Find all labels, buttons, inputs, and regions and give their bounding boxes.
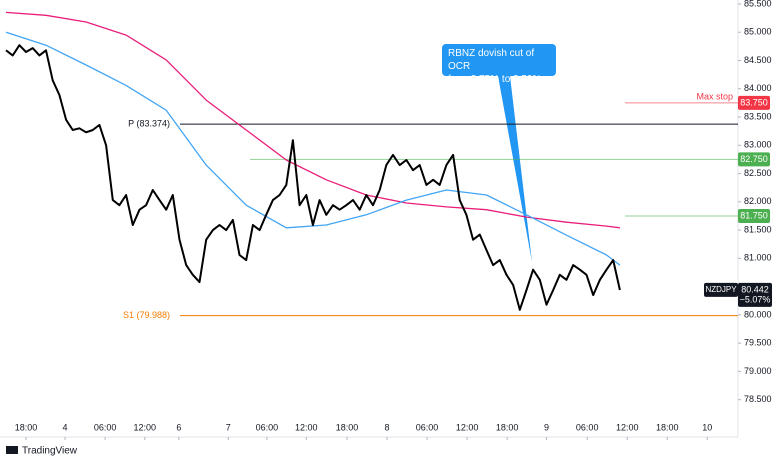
x-tick-label: 06:00 bbox=[416, 422, 439, 432]
y-tick-label: 80.000 bbox=[744, 309, 772, 319]
annotation-line: RBNZ dovish cut of OCR bbox=[448, 48, 535, 72]
branding: TradingView bbox=[22, 446, 78, 457]
max-stop-label: Max stop bbox=[696, 91, 733, 101]
level-label: P (83.374) bbox=[128, 119, 170, 129]
y-tick-label: 84.000 bbox=[744, 83, 772, 93]
annotation-line: from 3.75% to 3.50% bbox=[448, 74, 542, 85]
annotation: RBNZ dovish cut of OCR from 3.75% to 3.5… bbox=[442, 44, 556, 85]
x-tick-label: 12:00 bbox=[616, 422, 639, 432]
x-tick-label: 18:00 bbox=[336, 422, 359, 432]
y-tick-label: 79.500 bbox=[744, 338, 772, 348]
y-tick-label: 84.500 bbox=[744, 55, 772, 65]
logo-icon bbox=[6, 446, 18, 454]
y-tick-label: 82.500 bbox=[744, 168, 772, 178]
x-tick-label: 9 bbox=[544, 422, 549, 432]
price-label: 83.750 bbox=[740, 97, 768, 107]
y-tick-label: 85.500 bbox=[744, 0, 772, 8]
y-tick-label: 83.000 bbox=[744, 140, 772, 150]
y-tick-label: 82.000 bbox=[744, 196, 772, 206]
last-price-box bbox=[738, 282, 772, 307]
x-tick-label: 12:00 bbox=[134, 422, 157, 432]
price-label-box bbox=[738, 208, 770, 223]
price-label: 82.750 bbox=[740, 154, 768, 164]
x-tick-label: 4 bbox=[63, 422, 68, 432]
y-tick-label: 78.500 bbox=[744, 394, 772, 404]
series-line bbox=[5, 11, 620, 229]
y-tick-label: 81.000 bbox=[744, 253, 772, 263]
y-tick-label: 79.000 bbox=[744, 366, 772, 376]
annotation-pointer bbox=[498, 76, 532, 262]
x-tick-label: 18:00 bbox=[496, 422, 519, 432]
x-tick-label: 12:00 bbox=[456, 422, 479, 432]
change: −5.07% bbox=[740, 294, 771, 304]
x-tick-label: 06:00 bbox=[576, 422, 599, 432]
x-tick-label: 18:00 bbox=[656, 422, 679, 432]
y-tick-label: 83.500 bbox=[744, 111, 772, 121]
series-line bbox=[5, 31, 621, 266]
x-tick-label: 7 bbox=[226, 422, 231, 432]
x-tick-label: 18:00 bbox=[15, 422, 38, 432]
x-tick-label: 06:00 bbox=[94, 422, 117, 432]
x-tick-label: 06:00 bbox=[256, 422, 279, 432]
y-tick-label: 81.500 bbox=[744, 224, 772, 234]
x-tick-label: 12:00 bbox=[295, 422, 318, 432]
y-tick-label: 85.000 bbox=[744, 27, 772, 37]
level-label: S1 (79.988) bbox=[123, 310, 170, 320]
last-price: 80.442 bbox=[741, 284, 769, 294]
price-label-box bbox=[738, 152, 770, 167]
price-label-box bbox=[738, 95, 770, 110]
series-line bbox=[5, 44, 621, 311]
symbol: NZDJPY bbox=[705, 285, 737, 294]
price-label: 81.750 bbox=[740, 210, 768, 220]
x-tick-label: 8 bbox=[385, 422, 390, 432]
x-tick-label: 6 bbox=[176, 422, 181, 432]
symbol-box bbox=[704, 282, 738, 297]
x-tick-label: 10 bbox=[702, 422, 712, 432]
